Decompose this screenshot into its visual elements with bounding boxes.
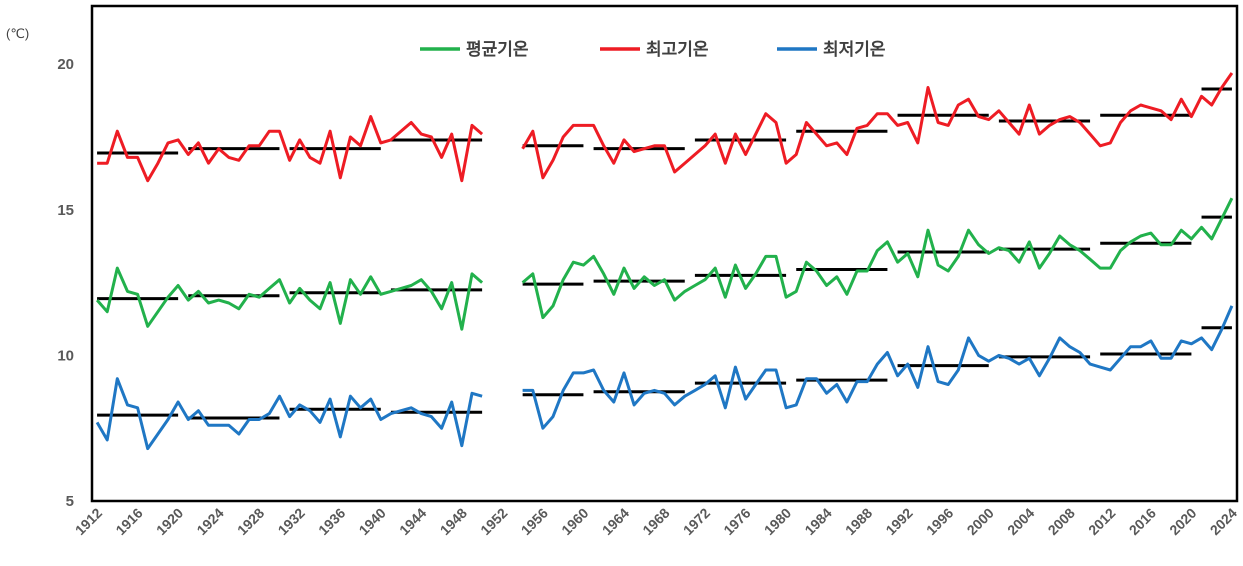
legend-label-max: 최고기온	[646, 40, 709, 59]
x-tick-label: 1988	[842, 505, 875, 538]
x-tick-label: 1920	[153, 505, 186, 538]
x-tick-label: 1948	[437, 505, 470, 538]
x-tick-label: 1928	[234, 505, 267, 538]
x-tick-label: 1940	[356, 505, 389, 538]
x-tick-label: 1964	[599, 505, 632, 538]
legend: 평균기온 최고기온 최저기온	[420, 40, 886, 59]
x-tick-label: 1912	[72, 505, 105, 538]
y-tick-label: 15	[57, 202, 74, 219]
y-tick-label: 10	[57, 347, 74, 364]
x-tick-label: 2004	[1004, 505, 1037, 538]
x-tick-label: 1924	[193, 505, 226, 538]
series-line-avg	[95, 266, 484, 331]
x-tick-label: 1956	[518, 505, 551, 538]
x-tick-label: 1972	[680, 505, 713, 538]
y-tick-label: 5	[66, 493, 74, 510]
legend-label-min: 최저기온	[823, 40, 886, 59]
x-tick-label: 1932	[274, 505, 307, 538]
series-line-min	[95, 377, 483, 451]
x-tick-label: 1960	[558, 505, 591, 538]
x-tick-label: 1980	[761, 505, 794, 538]
series-line-avg	[521, 197, 1234, 320]
x-tick-label: 1984	[801, 505, 834, 538]
x-tick-label: 2012	[1085, 505, 1118, 538]
x-tick-label: 2016	[1126, 505, 1159, 538]
series-lines	[95, 72, 1234, 451]
x-tick-label: 1944	[396, 505, 429, 538]
x-tick-label: 1992	[882, 505, 915, 538]
x-tick-label: 1916	[112, 505, 145, 538]
x-tick-label: 1968	[639, 505, 672, 538]
x-ticks: 1912 1916 1920 1924 1928 1932 1936 1940 1944 1948…	[72, 505, 1240, 538]
x-tick-label: 2000	[964, 505, 997, 538]
x-tick-label: 1996	[923, 505, 956, 538]
x-tick-label: 1952	[477, 505, 510, 538]
unit-label: (℃)	[6, 26, 29, 41]
legend-label-avg: 평균기온	[466, 40, 529, 59]
series-line-min	[522, 305, 1234, 430]
plot-frame	[90, 4, 1239, 503]
series-line-max	[97, 115, 484, 183]
x-tick-label: 2020	[1166, 505, 1199, 538]
x-tick-label: 1936	[315, 505, 348, 538]
series-line-max	[521, 72, 1234, 180]
y-tick-label: 20	[57, 56, 74, 73]
x-tick-label: 1976	[720, 505, 753, 538]
x-tick-label: 2008	[1045, 505, 1078, 538]
x-tick-label: 2024	[1207, 505, 1240, 538]
y-ticks: 20 15 10 5	[57, 56, 74, 510]
